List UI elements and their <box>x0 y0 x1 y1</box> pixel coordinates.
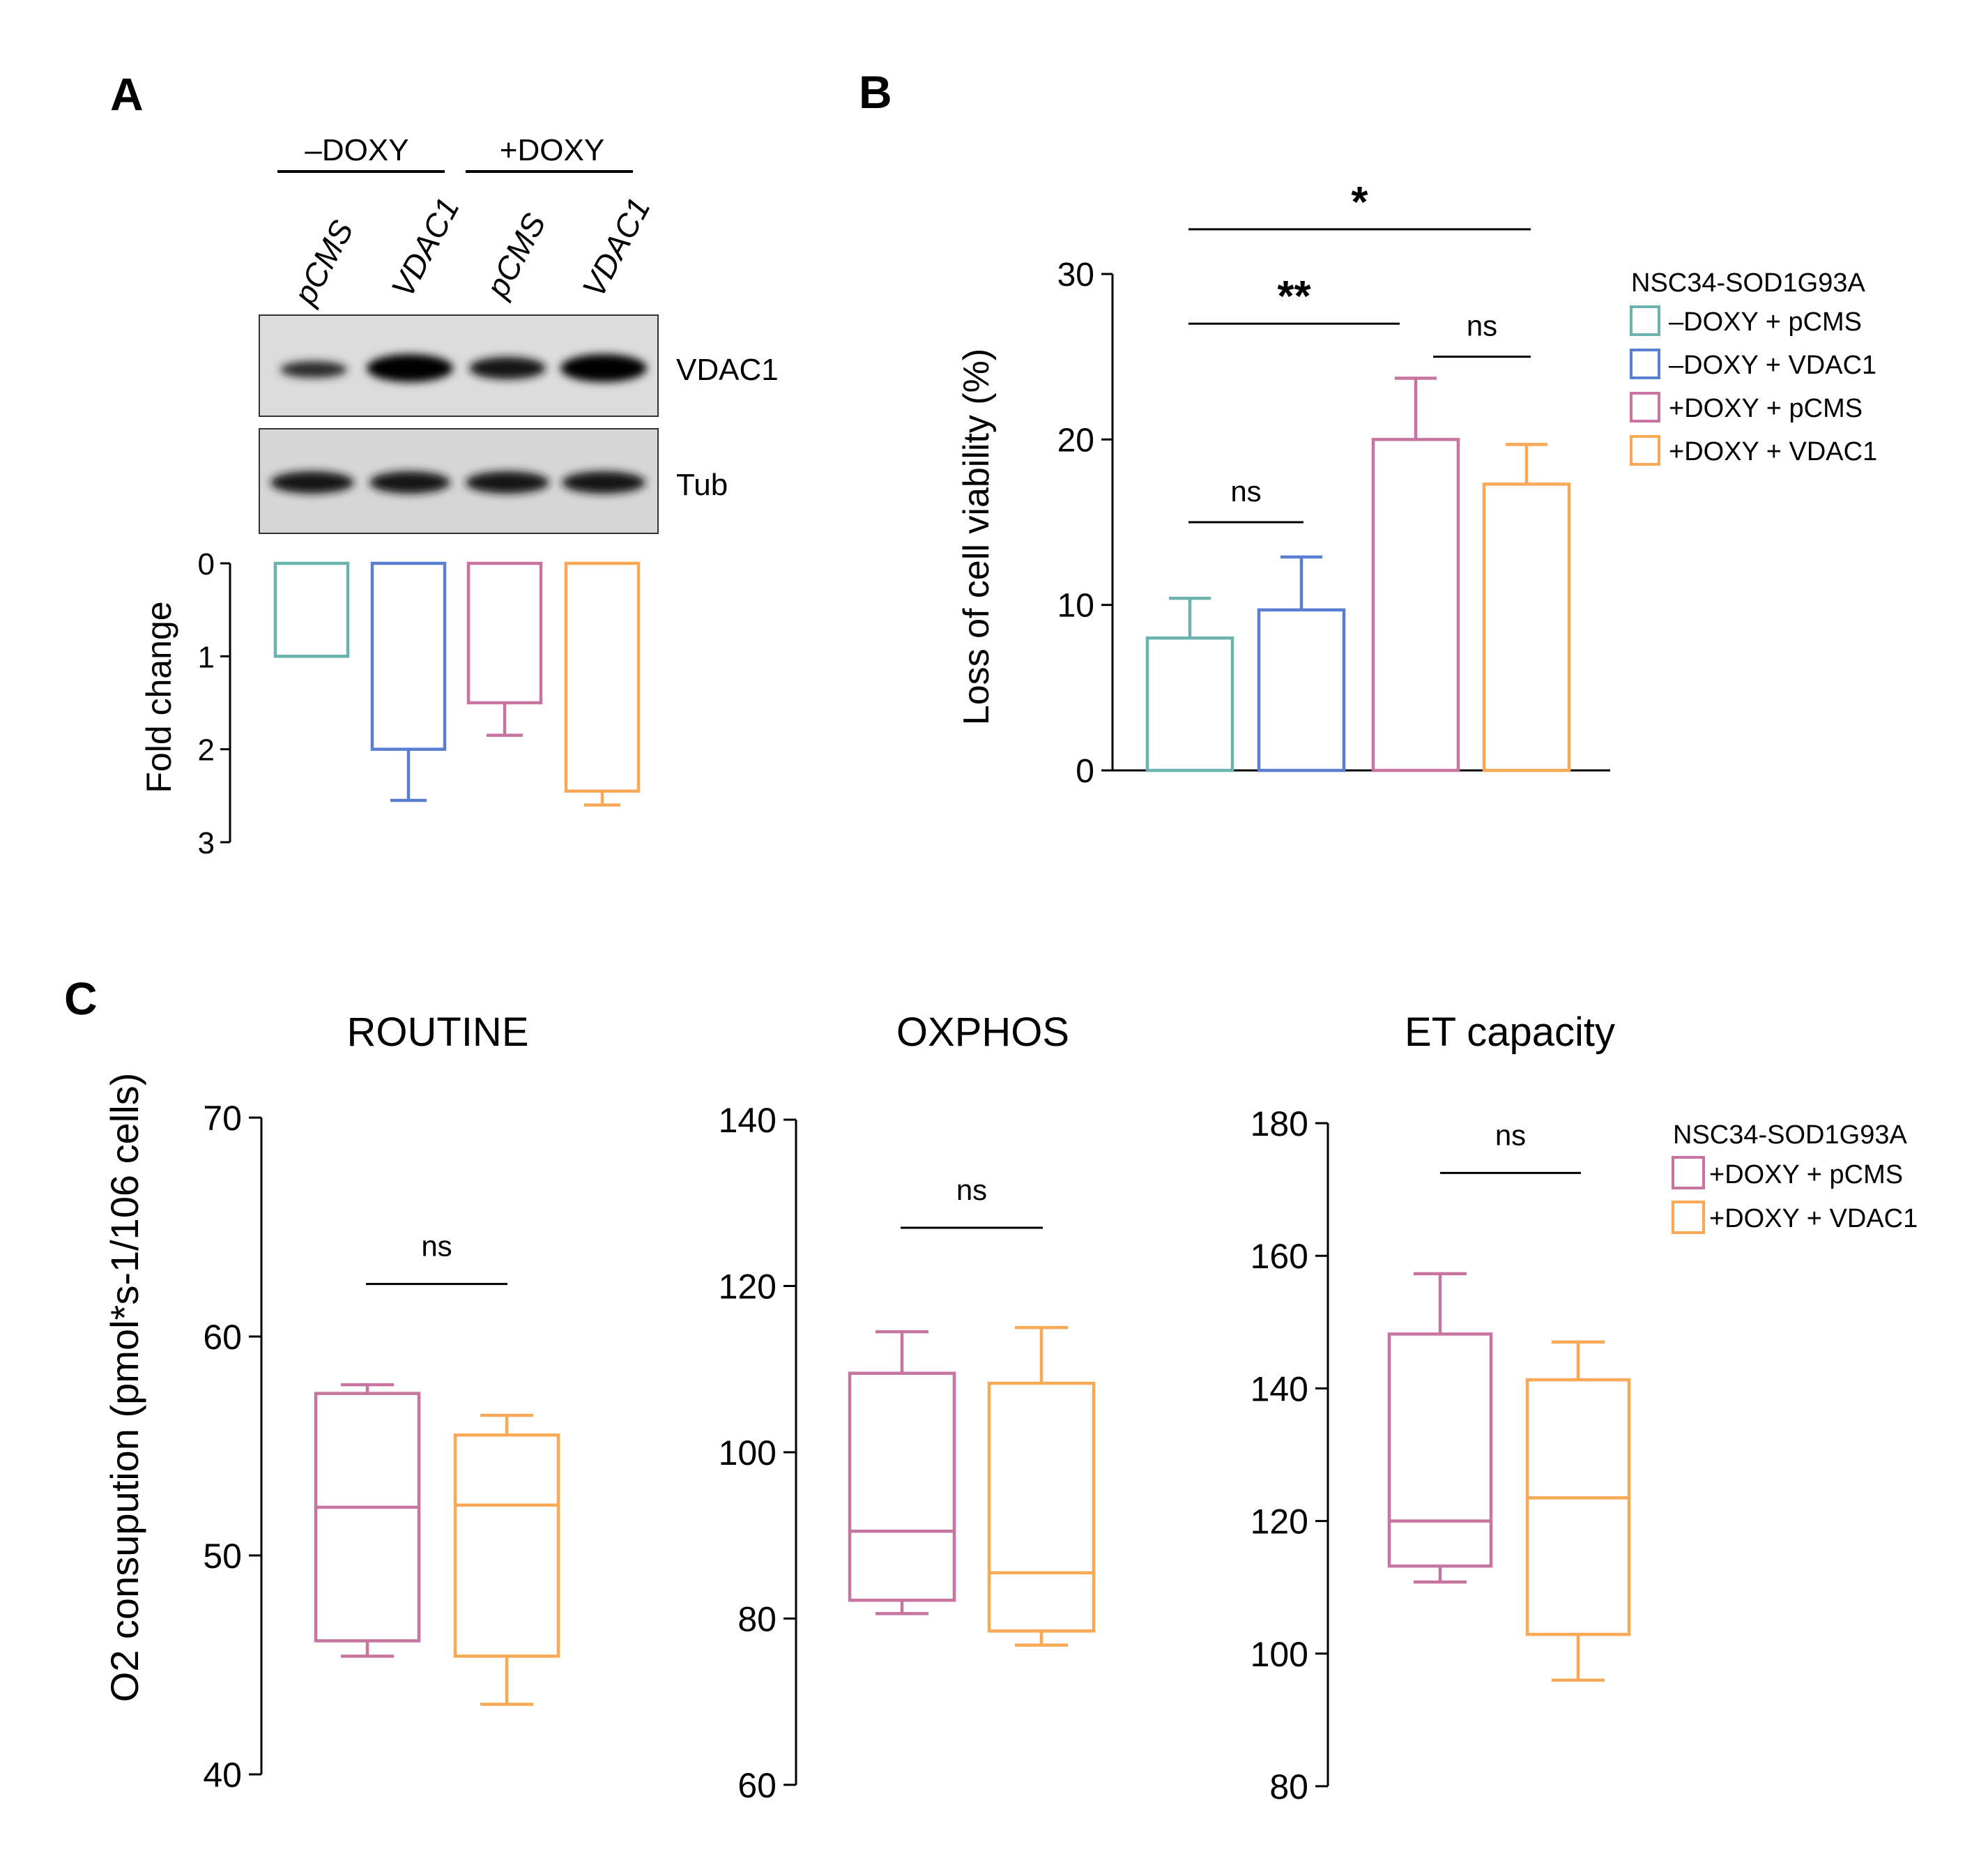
chart-b-legend: NSC34-SOD1G93A –DOXY + pCMS –DOXY + VDAC… <box>1630 268 1877 466</box>
chart-c-box <box>987 1381 1096 1633</box>
chart-a-y-tick-label: 3 <box>198 826 215 860</box>
chart-b-ylabel: Loss of cell viability (%) <box>956 349 997 725</box>
chart-a-bar <box>466 561 543 705</box>
chart-a-y-tick-label: 2 <box>198 733 215 768</box>
chart-a-y-tick-label: 1 <box>198 640 215 674</box>
legend-swatch <box>1630 392 1660 423</box>
chart-c-y-tick-label: 120 <box>719 1268 777 1307</box>
chart-a-ylabel: Fold change <box>139 601 178 793</box>
chart-c-significance-label: ns <box>956 1173 987 1206</box>
chart-c-y-tick-label: 120 <box>1251 1502 1308 1542</box>
chart-c-box <box>848 1371 956 1602</box>
blot-lane-label-1: pCMS <box>286 214 360 311</box>
legend-c-entry-1: +DOXY + pCMS <box>1709 1160 1903 1189</box>
chart-c-y-tick-label: 100 <box>1251 1635 1308 1674</box>
chart-b-bar <box>1145 636 1234 772</box>
chart-c-y-tick-label: 140 <box>1251 1369 1308 1408</box>
chart-c-box <box>453 1433 560 1658</box>
chart-c-y-tick-label: 80 <box>737 1600 777 1639</box>
chart-c-y-tick-label: 80 <box>1269 1767 1308 1806</box>
chart-c-box <box>314 1392 421 1643</box>
chart-b-y-tick-label: 30 <box>1057 257 1094 294</box>
legend-swatch <box>1630 435 1660 466</box>
chart-b-y-tick-label: 20 <box>1057 422 1094 459</box>
blot-lane-label-2: VDAC1 <box>384 192 466 303</box>
blot-strip-tubulin <box>259 428 659 534</box>
legend-swatch <box>1672 1156 1705 1189</box>
legend-b-entry-4: +DOXY + VDAC1 <box>1669 437 1877 466</box>
legend-swatch <box>1630 305 1660 336</box>
blot-band <box>367 354 453 382</box>
legend-b-entry-1: –DOXY + pCMS <box>1669 307 1862 337</box>
legend-c-entry-2: +DOXY + VDAC1 <box>1709 1204 1918 1233</box>
chart-b-significance-label: ** <box>1277 273 1311 321</box>
chart-b-significance-label: ns <box>1467 310 1497 342</box>
chart-c-legend: NSC34-SOD1G93A +DOXY + pCMS +DOXY + VDAC… <box>1672 1120 1918 1234</box>
chart-c-box <box>1525 1378 1631 1636</box>
legend-b-entry-3: +DOXY + pCMS <box>1669 394 1863 423</box>
legend-swatch <box>1630 349 1660 379</box>
panel-label-b: B <box>859 66 892 118</box>
chart-c-box <box>1387 1332 1493 1568</box>
chart-c2-title: OXPHOS <box>896 1010 1069 1055</box>
blot-strip-vdac1 <box>259 314 659 417</box>
chart-b-bar <box>1371 438 1460 772</box>
chart-b-significance-label: * <box>1351 178 1368 227</box>
chart-b-bar <box>1257 608 1346 772</box>
chart-b-significance-label: ns <box>1230 475 1261 508</box>
panel-label-a: A <box>110 68 144 120</box>
chart-c-significance-label: ns <box>421 1230 452 1263</box>
blot-band <box>469 357 546 379</box>
chart-c1-title: ROUTINE <box>347 1010 529 1055</box>
chart-a-bar <box>370 561 447 751</box>
chart-b-viability: Loss of cell viability (%) NSC34-SOD1G93… <box>956 178 1877 790</box>
chart-c-oxphos: OXPHOS 60 80 100 120 140 ns <box>719 1010 1096 1805</box>
chart-c-y-tick-label: 50 <box>203 1537 242 1576</box>
blot-lane-label-4: VDAC1 <box>575 192 657 303</box>
chart-c-y-tick-label: 100 <box>719 1433 777 1472</box>
blot-group-minus-doxy: –DOXY <box>305 133 408 167</box>
blot-band-label-vdac1: VDAC1 <box>676 353 779 387</box>
chart-c3-title: ET capacity <box>1405 1010 1615 1055</box>
blot-band <box>270 471 354 494</box>
chart-c-y-tick-label: 160 <box>1251 1237 1308 1276</box>
chart-a-bar <box>564 561 641 793</box>
chart-c-et-capacity: ET capacity NSC34-SOD1G93A +DOXY + pCMS … <box>1251 1010 1918 1806</box>
chart-a-y-tick-label: 0 <box>198 547 215 581</box>
blot-band <box>466 471 549 494</box>
blot-band <box>280 361 347 378</box>
chart-a-bar <box>273 561 350 658</box>
chart-b-y-tick-label: 10 <box>1057 588 1094 625</box>
chart-c-y-tick-label: 60 <box>737 1766 777 1805</box>
legend-c-title: NSC34-SOD1G93A <box>1673 1120 1907 1150</box>
legend-swatch <box>1672 1201 1705 1234</box>
chart-c-routine: ROUTINE 40 50 60 70 ns <box>203 1010 560 1795</box>
chart-c-significance-label: ns <box>1495 1118 1526 1151</box>
blot-band <box>369 471 450 494</box>
chart-b-y-tick-label: 0 <box>1076 753 1094 790</box>
legend-b-entry-2: –DOXY + VDAC1 <box>1669 351 1876 380</box>
blot-group-plus-doxy: +DOXY <box>500 133 604 167</box>
blot-band-label-tub: Tub <box>676 468 728 502</box>
panel-label-c: C <box>64 973 98 1024</box>
chart-c-y-tick-label: 140 <box>719 1101 777 1140</box>
western-blot: –DOXY +DOXY pCMS VDAC1 pCMS VDAC1 VDAC1 <box>259 133 779 534</box>
legend-b-title: NSC34-SOD1G93A <box>1631 268 1865 298</box>
chart-c-y-tick-label: 60 <box>203 1318 242 1357</box>
chart-c-y-tick-label: 180 <box>1251 1104 1308 1143</box>
chart-c-y-tick-label: 40 <box>203 1756 242 1795</box>
blot-band <box>560 354 647 382</box>
blot-lane-label-3: pCMS <box>478 207 553 304</box>
chart-b-bar <box>1482 482 1571 772</box>
chart-c-y-tick-label: 70 <box>203 1099 242 1138</box>
chart-c-ylabel: O2 consupution (pmol*s-1/106 cells) <box>102 1073 146 1703</box>
blot-band <box>562 471 645 494</box>
chart-a-fold-change: Fold change 0 1 2 3 <box>139 547 641 860</box>
